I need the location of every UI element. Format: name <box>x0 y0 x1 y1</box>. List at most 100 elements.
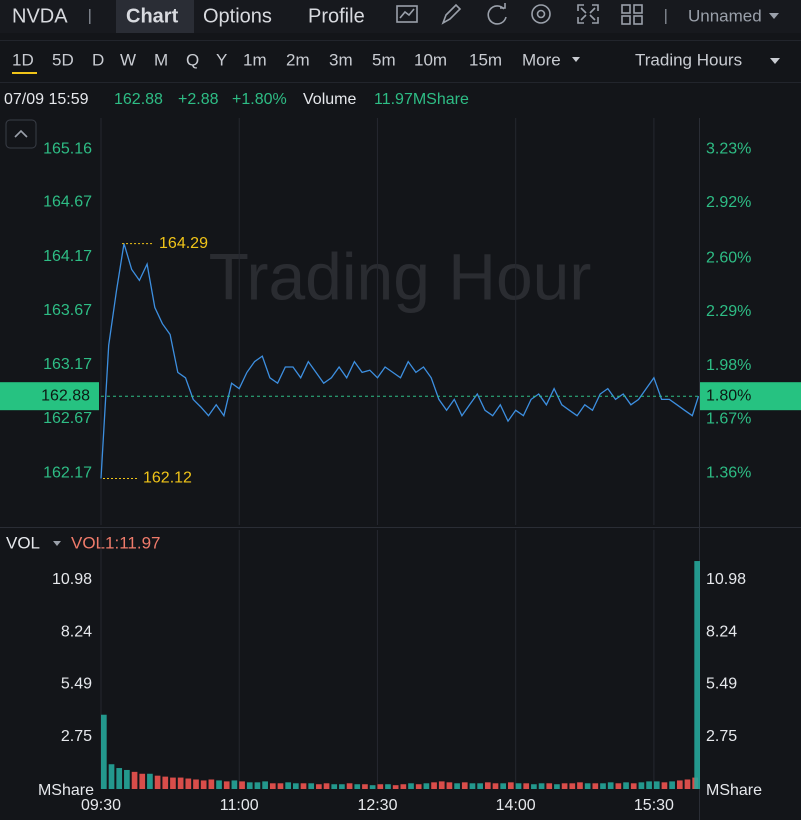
quote-change: +2.88 <box>178 91 219 108</box>
volume-bar <box>492 783 499 789</box>
x-tick-label: 14:00 <box>496 797 536 814</box>
dropdown-arrow <box>572 57 580 62</box>
fullscreen-icon[interactable] <box>577 4 599 24</box>
volume-bar <box>392 785 399 789</box>
volume-bar <box>323 783 330 789</box>
period[interactable]: 5D <box>52 50 74 69</box>
last-price-tag <box>0 382 99 411</box>
period[interactable]: 2m <box>286 50 310 69</box>
y2-tick-label: 8.24 <box>706 623 737 640</box>
y2-tick-label: 2.92% <box>706 194 751 211</box>
volume-bar <box>162 776 169 789</box>
volume-bar <box>185 778 192 789</box>
period[interactable]: Q <box>186 50 199 69</box>
period[interactable]: Y <box>216 50 227 69</box>
y-tick-label: 162.67 <box>43 410 92 427</box>
volume-bar <box>108 764 115 789</box>
y2-tick-label: 3.23% <box>706 140 751 157</box>
volume-bar <box>569 783 576 789</box>
divider <box>0 82 801 83</box>
indicator-icon[interactable] <box>396 5 418 23</box>
tab[interactable]: Chart <box>126 5 179 27</box>
volume-bar <box>615 783 622 789</box>
volume-bar <box>454 783 460 789</box>
last-price-label: 162.88 <box>41 387 90 404</box>
volume-bar <box>101 714 107 789</box>
period[interactable]: More <box>522 50 561 69</box>
volume-bar <box>277 783 284 789</box>
price-line <box>100 243 700 479</box>
last-pct-tag <box>700 382 801 411</box>
y-tick-label: 164.67 <box>43 194 92 211</box>
volume-bar <box>477 783 483 789</box>
divider <box>89 9 91 24</box>
y2-tick-label: 2.60% <box>706 250 751 267</box>
volume-bar <box>607 782 614 789</box>
volume-bar <box>246 782 253 789</box>
layout-icon[interactable] <box>621 4 643 25</box>
collapse-button[interactable] <box>5 119 37 149</box>
y2-tick-label: 2.29% <box>706 303 751 320</box>
y-tick-label: 163.67 <box>43 302 92 319</box>
volume-bar <box>531 784 537 789</box>
volume-bar <box>139 773 146 789</box>
volume-bar <box>546 783 553 789</box>
y2-tick-label: 5.49 <box>706 676 737 693</box>
y-tick-label: 10.98 <box>52 571 92 588</box>
period[interactable]: W <box>120 50 136 69</box>
watermark: Trading Hour <box>209 239 592 313</box>
volume-bar <box>239 781 245 789</box>
volume-bar <box>346 783 353 789</box>
low-label: 162.12 <box>143 470 192 487</box>
volume-bar <box>154 775 161 789</box>
volume-bar <box>208 779 215 789</box>
volume-bar <box>469 783 476 789</box>
volume-bar <box>285 782 291 789</box>
volume-bar <box>438 781 445 789</box>
dropdown-arrow <box>769 13 779 19</box>
dropdown-arrow <box>53 541 61 546</box>
period[interactable]: 1m <box>243 50 267 69</box>
tab[interactable]: Options <box>203 5 272 27</box>
volume-bar <box>561 783 568 789</box>
y2-tick-label: 10.98 <box>706 571 746 588</box>
volume-bar <box>676 780 683 789</box>
period[interactable]: D <box>92 50 104 69</box>
volume-bar <box>638 782 645 789</box>
session[interactable]: Trading Hours <box>635 50 742 69</box>
x-tick-label: 12:30 <box>357 797 397 814</box>
volume-bar <box>354 784 361 789</box>
active-tab-bg <box>116 0 194 33</box>
volume-bar <box>124 769 130 789</box>
draw-icon[interactable] <box>441 3 462 25</box>
period[interactable]: 10m <box>414 50 447 69</box>
volume-bar <box>577 782 583 789</box>
volume-bar <box>684 779 691 789</box>
volume-bar <box>200 780 207 789</box>
layout-name[interactable]: Unnamed <box>688 6 762 25</box>
period[interactable]: 15m <box>469 50 502 69</box>
volume-bar <box>623 782 629 789</box>
refresh-icon[interactable] <box>487 3 507 25</box>
volume-bar <box>216 780 222 789</box>
volume-indicator: VOL1:11.97 <box>71 533 160 552</box>
period[interactable]: 3m <box>329 50 353 69</box>
period[interactable]: 1D <box>12 50 34 69</box>
toolbar-icons <box>396 3 643 25</box>
period[interactable]: M <box>154 50 168 69</box>
dropdown-arrow <box>770 58 780 64</box>
period[interactable]: 5m <box>372 50 396 69</box>
y-tick-label: 8.24 <box>61 623 92 640</box>
quote-change-pct: +1.80% <box>232 91 287 108</box>
volume-bar <box>254 782 261 789</box>
settings-icon[interactable] <box>531 4 551 24</box>
y2-tick-label: 1.36% <box>706 464 751 481</box>
volume-bar <box>170 777 176 789</box>
volume-bar <box>292 783 299 789</box>
volume-bar <box>308 783 315 789</box>
volume-bar <box>223 781 230 789</box>
volume-bar <box>461 782 468 789</box>
y2-tick-label: 2.75 <box>706 728 737 745</box>
tab[interactable]: Profile <box>308 5 365 27</box>
